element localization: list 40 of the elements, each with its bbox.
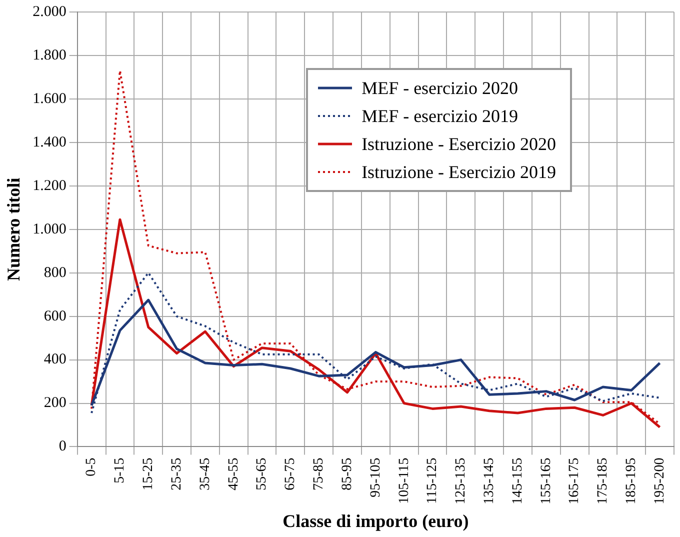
x-axis-title: Classe di importo (euro) [282,510,469,531]
x-tick-label: 165-175 [567,458,582,504]
x-tick-label: 105-115 [396,458,412,504]
x-tick-label: 95-105 [368,458,384,498]
y-tick-label: 1.800 [32,47,66,64]
line-series [90,70,661,425]
y-tick-label: 600 [44,308,66,324]
legend-label: MEF - esercizio 2020 [362,78,518,98]
legend-label: Istruzione - Esercizio 2020 [362,134,556,154]
y-tick-label: 0 [58,438,66,455]
x-tick-label: 175-185 [596,458,611,504]
x-tick-label: 75-85 [312,458,327,490]
y-tick-label: 400 [44,352,66,368]
x-tick-label: 65-75 [283,458,298,490]
y-tick-label: 1.400 [32,134,66,150]
x-tick-label: 195-200 [652,458,668,504]
x-tick-label: 35-45 [198,458,213,490]
legend-label: MEF - esercizio 2019 [362,106,518,126]
x-tick-label: 155-165 [538,458,554,504]
x-tick-label: 115-125 [425,458,440,504]
x-tick-label: 5-15 [112,458,128,484]
y-tick-label: 1.200 [32,178,66,194]
y-tick-label: 800 [44,264,66,281]
x-tick-label: 55-65 [254,458,270,490]
legend-label: Istruzione - Esercizio 2019 [362,162,556,182]
y-tick-label: 200 [44,395,66,412]
x-tick-label: 135-145 [482,458,497,504]
x-tick-label: 15-25 [141,458,156,490]
x-tick-label: 0-5 [84,458,100,476]
line-series [90,272,661,414]
x-tick-label: 25-35 [169,458,184,490]
y-tick-label: 2.000 [32,4,66,20]
x-tick-label: 145-155 [510,458,526,504]
y-tick-label: 1.000 [32,221,66,238]
x-tick-label: 45-55 [226,458,242,490]
x-tick-label: 85-95 [340,458,355,490]
x-tick-label: 185-195 [624,458,640,504]
x-tick-label: 125-135 [454,458,469,504]
y-axis-title: Numero titoli [3,178,24,281]
y-tick-label: 1.600 [32,90,66,107]
